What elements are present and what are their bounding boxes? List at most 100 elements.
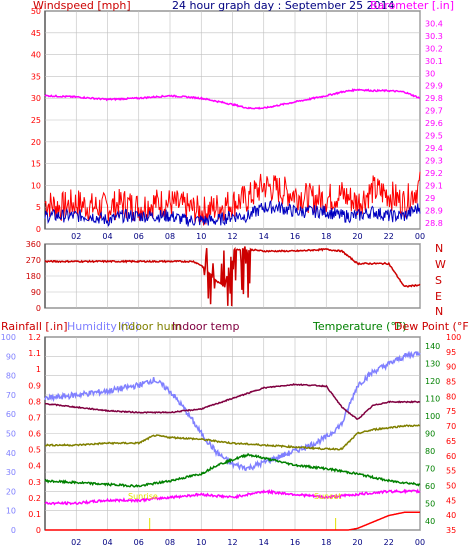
temp-x-tick-label: 20 <box>352 538 362 547</box>
wind-x-tick-label: 12 <box>227 232 237 241</box>
temp-x-tick-label: 00 <box>415 538 425 547</box>
rainfall-axis-label: Rainfall [.in] <box>1 320 68 333</box>
wind-axis-label: Windspeed [mph] <box>33 0 131 12</box>
barometer-line <box>44 87 421 110</box>
baro-tick-label: 30.3 <box>425 32 443 41</box>
wind-tick-label: 10 <box>31 181 41 190</box>
wind-tick-label: 20 <box>31 138 41 147</box>
temp-x-tick-label: 02 <box>71 538 81 547</box>
rain-tick-label: 1 <box>36 365 41 374</box>
indoor-temp-label: Indoor temp <box>172 320 239 333</box>
wind-tick-label: 0 <box>36 225 41 234</box>
sunset-label: Sunset <box>314 492 341 501</box>
temp-tick-label: 140 <box>425 342 440 351</box>
wind-x-tick-label: 22 <box>384 232 394 241</box>
dir-letter-s: S <box>435 274 442 287</box>
indoor-hum-label: Indoor hum <box>118 320 181 333</box>
baro-tick-label: 29.9 <box>425 82 443 91</box>
temp-x-tick-label: 22 <box>384 538 394 547</box>
temp-tick-label: 90 <box>425 430 435 439</box>
temp-tick-label: 100 <box>425 412 440 421</box>
wind-x-tick-label: 00 <box>415 232 425 241</box>
dir-letter-n-bottom: N <box>435 305 443 318</box>
dew-tick-label: 55 <box>446 467 456 476</box>
baro-tick-label: 29 <box>425 194 435 203</box>
temperature-axis-label: Temperature (°F) <box>312 320 407 333</box>
rain-tick-label: 1.1 <box>28 349 41 358</box>
baro-tick-label: 29.7 <box>425 107 443 116</box>
rain-tick-label: 0.3 <box>28 478 41 487</box>
temp-x-tick-label: 18 <box>321 538 331 547</box>
humidity-tick-label: 90 <box>6 352 16 361</box>
dir-letter-e: E <box>435 290 442 303</box>
rain-tick-label: 0.9 <box>28 381 41 390</box>
humidity-tick-label: 80 <box>6 372 16 381</box>
baro-tick-label: 30.4 <box>425 19 443 28</box>
dew-tick-label: 40 <box>446 511 456 520</box>
wind-tick-label: 50 <box>31 7 41 16</box>
wind-x-tick-label: 16 <box>290 232 300 241</box>
rain-tick-label: 1.2 <box>28 333 41 342</box>
wind-direction-line <box>44 246 421 307</box>
baro-tick-label: 29.5 <box>425 132 443 141</box>
baro-tick-label: 28.8 <box>425 219 443 228</box>
humidity-tick-label: 40 <box>6 449 16 458</box>
dew-tick-label: 35 <box>446 526 456 535</box>
baro-tick-label: 30.2 <box>425 44 443 53</box>
dew-tick-label: 100 <box>446 333 461 342</box>
rainfall-line <box>45 511 420 531</box>
temp-x-tick-label: 16 <box>290 538 300 547</box>
wind-tick-label: 35 <box>31 72 41 81</box>
humidity-tick-label: 60 <box>6 410 16 419</box>
dir-tick-label: 90 <box>31 288 41 297</box>
temp-x-tick-label: 04 <box>102 538 112 547</box>
temp-x-tick-label: 10 <box>196 538 206 547</box>
dew-tick-label: 65 <box>446 437 456 446</box>
dew-tick-label: 70 <box>446 422 456 431</box>
temp-x-tick-label: 12 <box>227 538 237 547</box>
baro-tick-label: 29.1 <box>425 181 443 190</box>
rain-tick-label: 0.4 <box>28 462 41 471</box>
wind-x-tick-label: 08 <box>165 232 175 241</box>
wind-x-tick-label: 14 <box>259 232 269 241</box>
wind-x-tick-label: 10 <box>196 232 206 241</box>
dir-tick-label: 0 <box>36 304 41 313</box>
wind-x-tick-label: 04 <box>102 232 112 241</box>
temp-x-tick-label: 06 <box>134 538 144 547</box>
temperature-line <box>44 452 421 488</box>
wind-x-tick-label: 20 <box>352 232 362 241</box>
wind-x-tick-label: 02 <box>71 232 81 241</box>
wind-tick-label: 45 <box>31 29 41 38</box>
dir-letter-w: W <box>435 258 446 271</box>
baro-tick-label: 29.2 <box>425 169 443 178</box>
indoor-temp-line <box>44 383 421 420</box>
rain-tick-label: 0.6 <box>28 430 41 439</box>
dewpoint-line <box>44 488 421 506</box>
baro-tick-label: 29.6 <box>425 119 443 128</box>
baro-tick-label: 29.8 <box>425 94 443 103</box>
rain-tick-label: 0.2 <box>28 494 41 503</box>
wind-tick-label: 15 <box>31 160 41 169</box>
avg-wind-line <box>44 199 421 227</box>
dew-tick-label: 75 <box>446 407 456 416</box>
wind-x-tick-label: 18 <box>321 232 331 241</box>
sunrise-label: Sunrise <box>128 492 158 501</box>
temp-tick-label: 60 <box>425 482 435 491</box>
humidity-tick-label: 0 <box>11 526 16 535</box>
humidity-line <box>44 350 421 472</box>
dir-letter-n-top: N <box>435 242 443 255</box>
baro-tick-label: 30 <box>425 69 435 78</box>
dir-tick-label: 360 <box>26 240 41 249</box>
temp-x-tick-label: 14 <box>259 538 269 547</box>
rain-tick-label: 0.7 <box>28 413 41 422</box>
humidity-tick-label: 100 <box>1 333 16 342</box>
temp-tick-label: 130 <box>425 359 440 368</box>
wind-x-tick-label: 06 <box>134 232 144 241</box>
baro-tick-label: 29.4 <box>425 144 443 153</box>
dew-tick-label: 45 <box>446 496 456 505</box>
humidity-tick-label: 10 <box>6 507 16 516</box>
temp-tick-label: 120 <box>425 377 440 386</box>
temp-x-tick-label: 08 <box>165 538 175 547</box>
